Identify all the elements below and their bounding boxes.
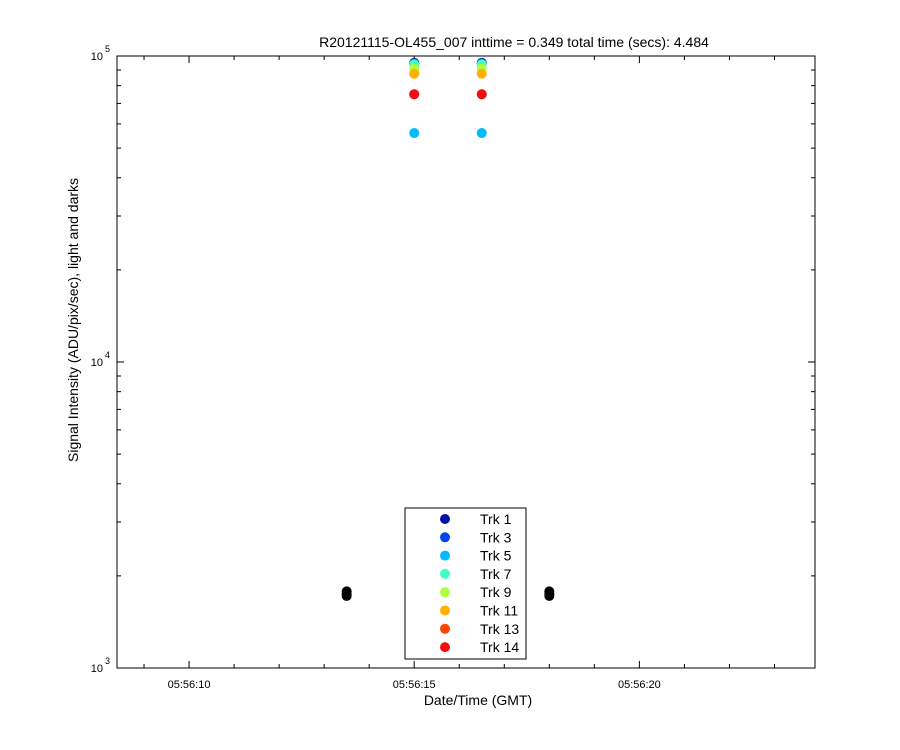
data-point (409, 128, 420, 139)
legend-marker (440, 587, 450, 598)
legend-label: Trk 13 (480, 621, 519, 637)
dark-point (341, 586, 352, 597)
y-tick-exponent: 4 (105, 350, 110, 360)
legend-marker (440, 514, 450, 524)
x-tick-labels: 05:56:10 05:56:15 05:56:20 (168, 679, 661, 691)
legend-label: Trk 11 (480, 603, 518, 619)
x-tick-label: 05:56:15 (393, 679, 436, 691)
y-tick-label: 10 (91, 51, 103, 63)
legend-label: Trk 14 (480, 639, 519, 655)
y-tick-exponent: 5 (105, 44, 110, 54)
data-point (409, 68, 420, 79)
axis-ticks (117, 55, 815, 669)
data-points (341, 57, 555, 601)
legend-label: Trk 1 (480, 511, 512, 527)
x-tick-label: 05:56:20 (618, 679, 661, 691)
data-point (409, 89, 420, 100)
chart-title: R20121115-OL455_007 inttime = 0.349 tota… (319, 34, 709, 50)
x-axis-label: Date/Time (GMT) (424, 692, 532, 708)
legend-marker (440, 642, 450, 653)
legend-label: Trk 9 (480, 584, 512, 600)
legend-marker (440, 532, 450, 543)
y-axis-label: Signal Intensity (ADU/pix/sec), light an… (65, 178, 81, 462)
legend-label: Trk 7 (480, 566, 512, 582)
data-point (476, 68, 487, 79)
legend-label: Trk 5 (480, 548, 512, 564)
data-point (476, 128, 487, 139)
legend-marker (440, 623, 450, 634)
legend-marker (440, 605, 450, 616)
y-tick-exponent: 3 (105, 656, 110, 666)
x-tick-label: 05:56:10 (168, 679, 211, 691)
legend-label: Trk 3 (480, 529, 512, 545)
dark-point (544, 586, 555, 597)
legend-marker (440, 550, 450, 561)
y-tick-label: 10 (91, 357, 103, 369)
y-tick-label: 10 (91, 663, 103, 675)
legend-box (404, 507, 527, 660)
data-point (476, 89, 487, 100)
legend: Trk 1 Trk 3 Trk 5 Trk 7 Trk 9 Trk 11 Trk 13 Trk… (404, 507, 527, 660)
legend-marker (440, 568, 450, 579)
